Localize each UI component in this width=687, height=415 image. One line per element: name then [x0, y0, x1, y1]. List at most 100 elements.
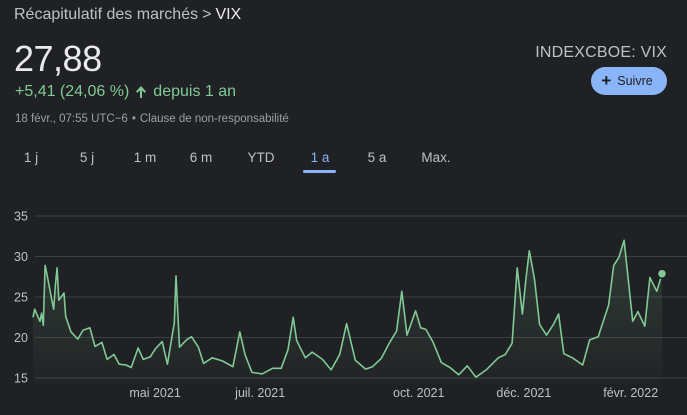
data-point [649, 277, 651, 279]
x-tick-label: oct. 2021 [393, 386, 444, 400]
data-point [34, 308, 36, 310]
breadcrumb-current: VIX [215, 6, 242, 23]
data-point [504, 354, 506, 356]
data-point [420, 327, 422, 329]
tab-max[interactable]: Max. [421, 150, 451, 165]
data-point [485, 369, 487, 371]
data-point [644, 325, 646, 327]
y-tick-label: 35 [14, 210, 28, 224]
breadcrumb-separator: > [202, 6, 212, 23]
tab-5-years[interactable]: 5 a [367, 150, 387, 165]
price-chart[interactable]: 35 30 25 20 15 mai 2021 juil. 2021 oct. 2021 dé… [0, 200, 687, 415]
data-point [497, 357, 499, 359]
breadcrumb: Récapitulatif des marchés > VIX [14, 6, 241, 24]
x-tick-label: févr. 2022 [603, 386, 658, 400]
data-point [175, 275, 177, 277]
data-point [380, 358, 382, 360]
data-point [311, 351, 313, 353]
data-point [137, 347, 139, 349]
ticker-symbol: INDEXCBOE: VIX [535, 44, 667, 61]
data-point [563, 353, 565, 355]
data-point [70, 331, 72, 333]
data-point [56, 267, 58, 269]
data-point [613, 264, 615, 266]
data-point [322, 358, 324, 360]
y-axis-labels: 35 30 25 20 15 [14, 210, 28, 386]
data-point [149, 356, 151, 358]
data-point [44, 264, 46, 266]
data-point [197, 346, 199, 348]
data-point [511, 342, 513, 344]
data-point [458, 374, 460, 376]
tab-1-month[interactable]: 1 m [133, 150, 157, 165]
data-point [58, 299, 60, 301]
meta-separator-dot: • [131, 113, 136, 125]
data-point [597, 336, 599, 338]
plus-icon: + [601, 71, 612, 90]
tab-ytd[interactable]: YTD [247, 150, 275, 165]
data-point [432, 341, 434, 343]
data-point [521, 313, 523, 315]
data-point [82, 329, 84, 331]
data-point [211, 357, 213, 359]
data-point [534, 278, 536, 280]
data-point [280, 367, 282, 369]
change-value: +5,41 (24,06 %) [15, 83, 130, 100]
x-tick-label: mai 2021 [129, 386, 180, 400]
data-point [354, 359, 356, 361]
data-point [304, 357, 306, 359]
data-point [54, 284, 56, 286]
price-line [32, 239, 663, 378]
data-point [623, 239, 625, 241]
data-point [41, 312, 43, 314]
tab-6-months[interactable]: 6 m [189, 150, 213, 165]
data-point [292, 316, 294, 318]
quote-timestamp: 18 févr., 07:55 UTC−6 [15, 113, 128, 125]
disclaimer-link[interactable]: Clause de non-responsabilité [139, 113, 289, 125]
data-point [39, 320, 41, 322]
data-point [185, 339, 187, 341]
y-tick-label: 30 [14, 250, 28, 264]
data-point [389, 341, 391, 343]
data-point [558, 313, 560, 315]
data-point [106, 358, 108, 360]
data-point [89, 327, 91, 329]
data-point [244, 354, 246, 356]
data-point [516, 267, 518, 269]
arrow-up-icon [136, 86, 147, 98]
data-point [261, 373, 263, 375]
price-change: +5,41 (24,06 %) depuis 1 an [15, 83, 236, 101]
tab-1-year[interactable]: 1 a [310, 150, 330, 165]
data-point [401, 290, 403, 292]
data-point [632, 320, 634, 322]
data-point [203, 362, 205, 364]
data-point [539, 324, 541, 326]
data-point [130, 367, 132, 369]
data-point [449, 367, 451, 369]
data-point [118, 363, 120, 365]
data-point [53, 308, 55, 310]
data-point [179, 346, 181, 348]
data-point [222, 360, 224, 362]
tab-5-days[interactable]: 5 j [79, 150, 95, 165]
follow-button-label: Suivre [617, 74, 653, 88]
y-tick-label: 25 [14, 291, 28, 305]
data-point [546, 334, 548, 336]
data-point [287, 349, 289, 351]
y-tick-label: 15 [14, 372, 28, 386]
data-point [142, 358, 144, 360]
tab-1-day[interactable]: 1 j [23, 150, 39, 165]
data-point [46, 273, 48, 275]
breadcrumb-parent-link[interactable]: Récapitulatif des marchés [14, 6, 199, 23]
data-point [94, 345, 96, 347]
x-tick-label: juil. 2021 [234, 386, 285, 400]
data-point [440, 362, 442, 364]
data-point [425, 328, 427, 330]
data-point [77, 338, 79, 340]
follow-button[interactable]: + Suivre [591, 67, 667, 95]
data-point [113, 354, 115, 356]
y-tick-label: 20 [14, 331, 28, 345]
data-point [339, 354, 341, 356]
data-point [637, 311, 639, 313]
data-point [32, 316, 34, 318]
